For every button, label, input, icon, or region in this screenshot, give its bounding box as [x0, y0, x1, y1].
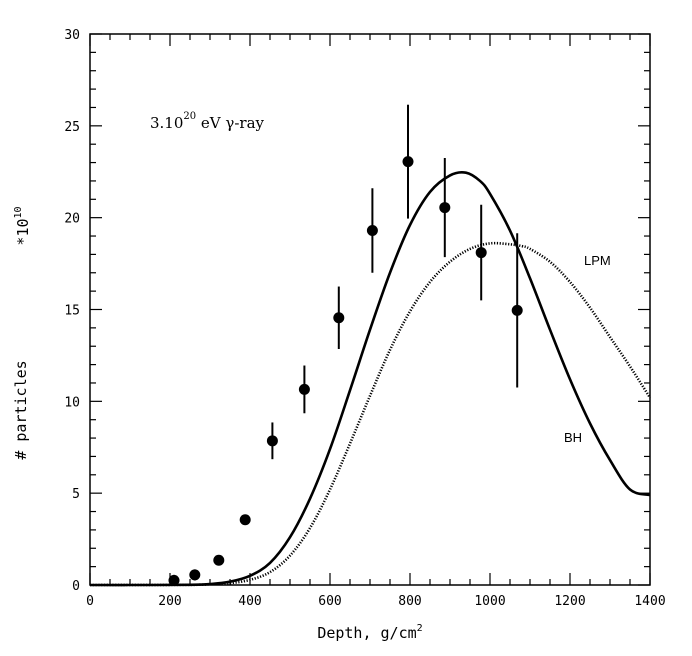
y-tick-label: 25 — [64, 120, 80, 135]
tick-labels: 0 200 400 600 800 1000 1200 1400 0 5 10 15 20 25 30 — [64, 28, 665, 609]
x-tick-label: 1000 — [474, 594, 505, 609]
y-multiplier-base: *10 — [14, 218, 32, 245]
x-axis-title: Depth, g/cm2 — [317, 623, 422, 642]
curves — [89, 170, 652, 587]
x-tick-label: 200 — [158, 594, 181, 609]
y-tick-label: 0 — [72, 579, 80, 594]
annotation-exp: 20 — [183, 111, 196, 122]
data-point — [189, 569, 201, 581]
data-point — [475, 247, 487, 259]
data-point — [239, 514, 251, 526]
x-tick-label: 600 — [318, 594, 341, 609]
data-point — [402, 156, 414, 168]
curve-bh — [89, 170, 651, 587]
x-tick-label: 1200 — [554, 594, 585, 609]
annotation-rest: eV γ-ray — [196, 114, 264, 132]
y-tick-label: 10 — [64, 395, 80, 410]
y-tick-label: 5 — [72, 487, 80, 502]
data-point — [511, 304, 523, 316]
annotation-label: 3.1020 eV γ-ray — [150, 111, 265, 132]
data-point — [439, 202, 451, 214]
curve-lpm — [89, 241, 652, 587]
x-tick-label: 1400 — [634, 594, 665, 609]
curve-label-lpm: LPM — [584, 253, 611, 268]
x-tick-label: 0 — [86, 594, 94, 609]
data-point — [213, 554, 225, 566]
data-points — [168, 104, 523, 586]
y-tick-label: 20 — [64, 212, 80, 227]
y-axis-title: # particles — [12, 360, 30, 459]
x-tick-label: 400 — [238, 594, 261, 609]
y-multiplier: *1010 — [13, 206, 32, 245]
y-tick-label: 15 — [64, 304, 80, 319]
curve-label-bh: BH — [564, 430, 582, 445]
data-point — [168, 574, 180, 586]
x-axis-title-sup: 2 — [417, 623, 423, 634]
x-tick-label: 800 — [398, 594, 421, 609]
data-point — [333, 312, 345, 324]
data-point — [366, 225, 378, 237]
data-point — [298, 383, 310, 395]
data-point — [266, 435, 278, 447]
y-tick-label: 30 — [64, 28, 80, 43]
x-axis-title-text: Depth, g/cm — [317, 624, 416, 642]
annotation-main: 3.10 — [150, 114, 183, 132]
y-multiplier-exp: 10 — [13, 206, 24, 218]
